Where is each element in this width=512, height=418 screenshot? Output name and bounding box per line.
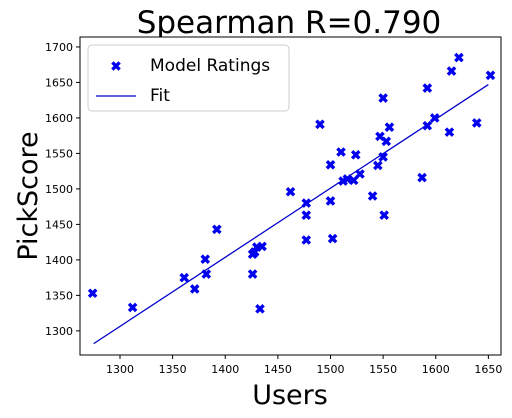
data-point [325,196,336,206]
x-tick-label: 1400 [211,363,239,376]
data-point [315,119,325,130]
x-tick-label: 1550 [369,363,397,376]
data-point [422,83,433,93]
data-point [325,159,336,170]
x-tick-label: 1350 [159,363,187,376]
data-point [454,52,464,63]
data-point [257,241,267,252]
data-point [367,191,378,201]
data-point [336,147,346,157]
data-point [355,169,365,179]
data-point [127,302,138,313]
data-point [379,210,389,220]
x-tick-label: 1300 [106,363,134,376]
fit-line-layer [93,84,489,345]
legend-box [87,44,290,112]
data-point [444,127,455,137]
y-axis-ticks: 1300 1350 1400 1450 1500 1550 1600 1650 1700 [45,41,80,338]
data-point [381,136,392,147]
data-point [446,66,457,76]
y-tick-label: 1600 [45,112,73,125]
legend: Model Ratings Fit [87,44,290,112]
y-tick-label: 1550 [45,147,73,160]
data-point [422,120,433,131]
points-layer [87,52,496,314]
data-point [373,160,383,171]
data-point [429,113,440,123]
data-point [301,235,312,245]
data-point [87,288,98,299]
legend-x-marker [111,61,121,71]
data-point [247,269,258,279]
data-point [201,269,212,279]
x-tick-label: 1500 [316,363,344,376]
y-tick-label: 1400 [45,254,73,267]
data-point [485,70,496,81]
x-axis-ticks: 1300 1350 1400 1450 1500 1550 1600 1650 [106,355,502,376]
data-point [255,304,265,314]
legend-marker-model-ratings [111,61,121,71]
data-point [348,175,359,186]
data-point [327,233,338,244]
x-tick-label: 1650 [474,363,502,376]
x-tick-label: 1600 [422,363,450,376]
data-point [378,152,388,162]
data-point [189,284,200,294]
data-point [285,186,296,197]
fit-line [93,84,489,345]
y-tick-label: 1700 [45,41,73,54]
data-point [471,118,482,128]
chart-title: Spearman R=0.790 [137,5,442,41]
legend-label-model-ratings: Model Ratings [150,56,270,76]
x-axis-label: Users [252,380,328,411]
data-point [350,150,361,160]
data-point [342,174,353,184]
legend-label-fit: Fit [150,86,170,106]
data-point [200,254,211,264]
y-tick-label: 1450 [45,218,73,231]
y-tick-label: 1650 [45,76,73,89]
data-point [212,224,222,235]
data-point [301,198,312,208]
data-point [179,272,190,283]
y-tick-label: 1300 [45,325,73,338]
y-tick-label: 1350 [45,289,73,302]
y-axis-label: PickScore [13,131,44,260]
data-point [378,93,388,103]
data-point [417,172,427,183]
y-tick-label: 1500 [45,183,73,196]
data-point [384,122,395,132]
data-point [301,210,312,220]
x-tick-label: 1450 [264,363,292,376]
